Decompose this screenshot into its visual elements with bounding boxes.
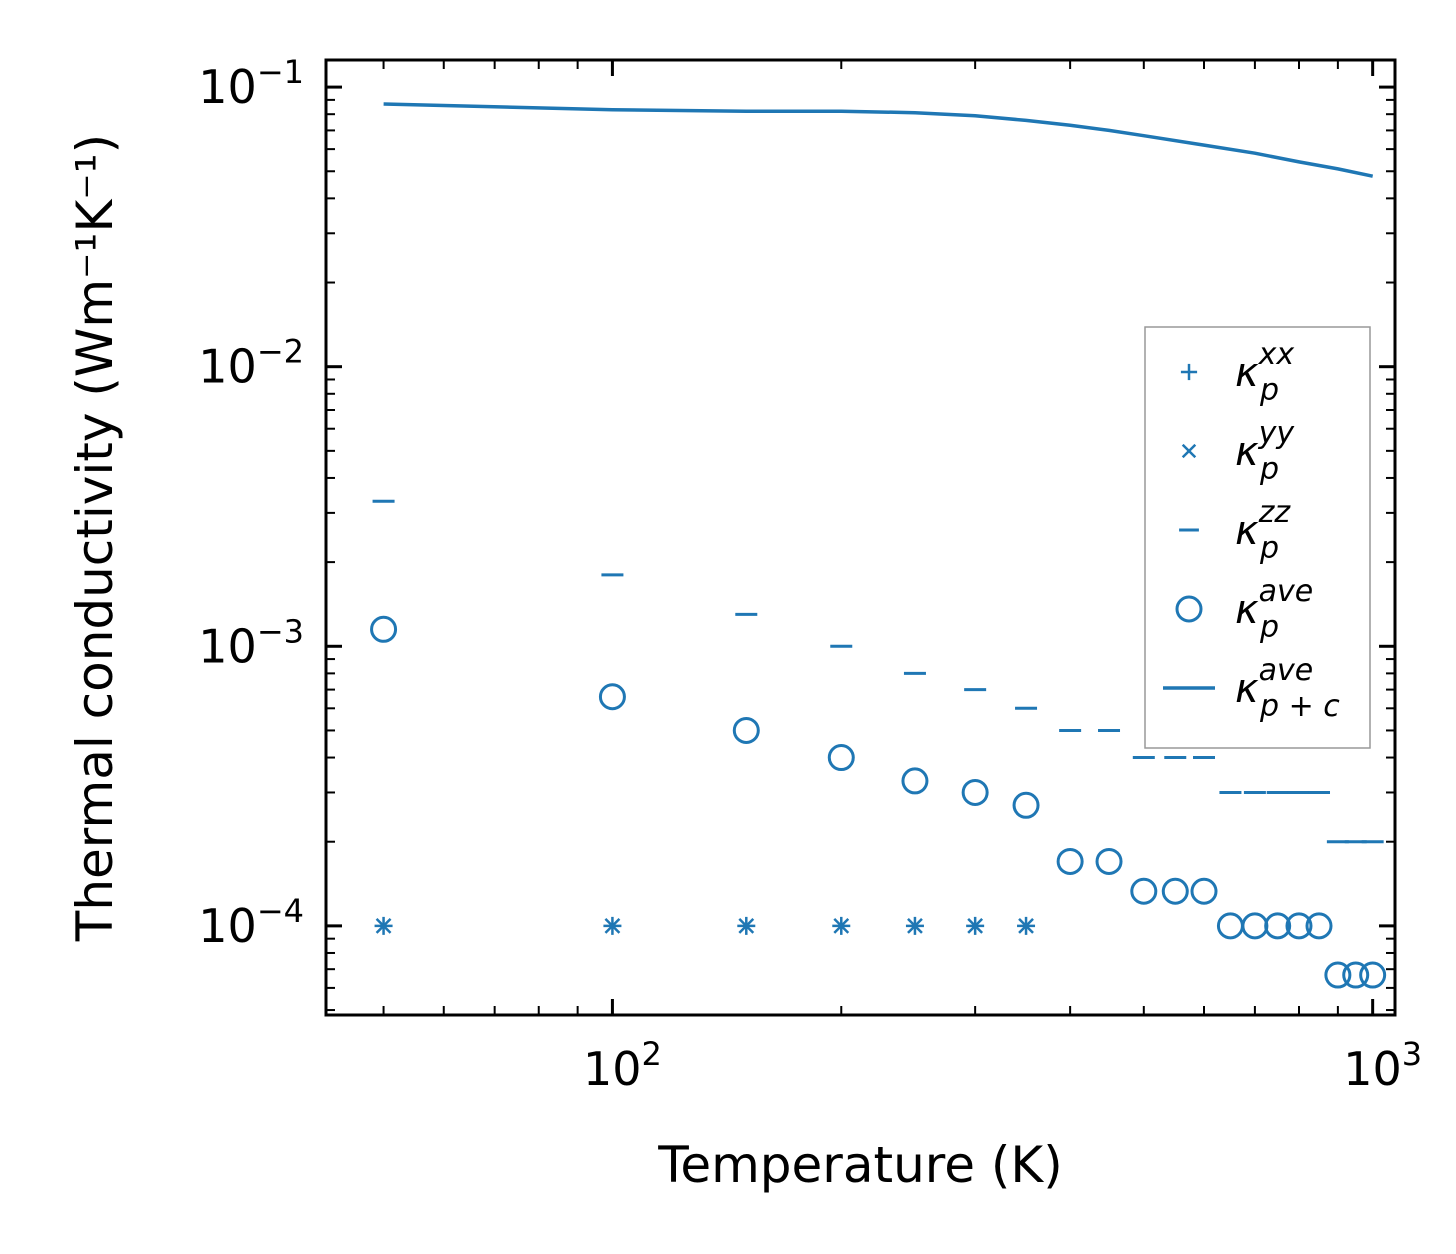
plus-marker	[1180, 363, 1198, 381]
circle-marker	[1161, 877, 1189, 905]
x-marker-b	[604, 917, 621, 934]
y-tick-label: 10−2	[198, 333, 304, 394]
circle-marker	[1012, 791, 1040, 819]
circle-marker	[1264, 912, 1292, 940]
x-marker-b	[967, 917, 984, 934]
circle-marker	[370, 615, 398, 643]
x-marker	[604, 917, 621, 934]
x-marker	[375, 917, 392, 934]
circle-marker	[1190, 877, 1218, 905]
legend-label: κyy p	[1235, 416, 1295, 487]
circle-marker	[1305, 912, 1333, 940]
x-axis-label: Temperature (K)	[657, 1136, 1062, 1194]
y-major-ticks: 10−4 10−3 10−2 10−1	[198, 53, 1395, 953]
series-kappa_p+c^ave	[383, 102, 1374, 178]
circle-marker	[1175, 595, 1203, 623]
y-axis-label: Thermal conductivity (Wm⁻¹K⁻¹)	[66, 134, 124, 942]
x-tick-label: 103	[1343, 1035, 1422, 1096]
x-marker-b	[738, 917, 755, 934]
circle-marker	[961, 778, 989, 806]
x-marker	[907, 917, 923, 934]
circle-marker	[1241, 912, 1269, 940]
legend-label: κzz p	[1235, 495, 1291, 566]
circle-marker	[732, 716, 760, 744]
x-major-ticks: 102 103	[583, 60, 1422, 1096]
x-marker-b	[1018, 917, 1034, 934]
series-kappa_p^xx	[374, 916, 1036, 935]
circle-marker	[1324, 961, 1352, 989]
circle-marker	[901, 767, 929, 795]
series-kappa_p^zz	[372, 499, 1384, 844]
x-marker-b	[907, 917, 923, 934]
y-tick-label: 10−1	[198, 53, 304, 114]
x-marker	[1018, 917, 1034, 934]
y-tick-label: 10−3	[198, 612, 304, 673]
circle-marker	[1130, 877, 1158, 905]
x-marker	[738, 917, 755, 934]
circle-marker	[1359, 961, 1387, 989]
series-line	[383, 102, 1374, 178]
legend-entry-kappa_p^xx: κxx p	[1180, 337, 1294, 408]
series-layer	[370, 102, 1387, 989]
x-marker-b	[1181, 443, 1197, 459]
circle-marker	[1342, 961, 1370, 989]
legend-label: κxx p	[1235, 337, 1294, 408]
legend-box	[1144, 326, 1371, 749]
circle-marker	[827, 744, 855, 772]
legend-entry-kappa_p^ave: κave p	[1175, 574, 1313, 645]
x-marker	[1181, 443, 1197, 459]
plot-frame	[324, 58, 1397, 1017]
x-marker-b	[375, 917, 392, 934]
circle-marker	[1285, 912, 1313, 940]
legend-label: κave p	[1235, 574, 1313, 645]
x-marker	[967, 917, 984, 934]
circle-marker	[598, 683, 626, 711]
x-marker	[833, 917, 850, 934]
circle-marker	[1056, 847, 1084, 875]
legend-entry-kappa_p^yy: κyy p	[1181, 416, 1295, 487]
circle-marker	[1095, 847, 1123, 875]
legend-entry-kappa_p^zz: κzz p	[1179, 495, 1291, 566]
series-kappa_p^ave	[370, 615, 1387, 989]
circle-marker	[1216, 912, 1244, 940]
x-marker-b	[833, 917, 850, 934]
legend: κxx p κyy p κzz p κave p κave p + c	[1144, 326, 1371, 749]
legend-entry-kappa_p+c^ave: κave p + c	[1163, 653, 1340, 724]
legend-label: κave p + c	[1235, 653, 1340, 724]
x-tick-label: 102	[583, 1035, 662, 1096]
y-tick-label: 10−4	[198, 892, 304, 953]
series-kappa_p^yy	[375, 917, 1034, 934]
